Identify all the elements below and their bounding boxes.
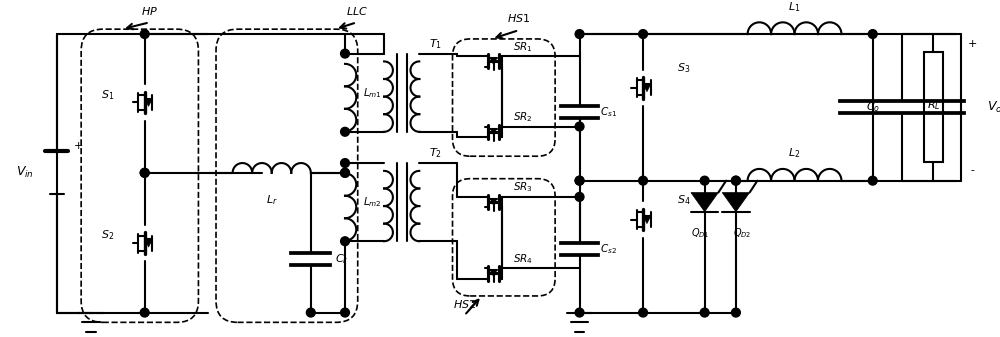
Circle shape [732, 176, 740, 185]
Text: $LLC$: $LLC$ [346, 5, 368, 17]
Polygon shape [490, 129, 497, 135]
Circle shape [140, 308, 149, 317]
Text: $T_1$: $T_1$ [429, 37, 442, 51]
Text: $L_1$: $L_1$ [788, 0, 801, 13]
Circle shape [868, 176, 877, 185]
Text: +: + [74, 142, 83, 151]
Polygon shape [643, 84, 651, 92]
Circle shape [575, 176, 584, 185]
Circle shape [341, 237, 349, 246]
Bar [924, 52, 943, 162]
Text: $C_{s1}$: $C_{s1}$ [600, 105, 617, 119]
Polygon shape [145, 99, 152, 106]
Text: $S_2$: $S_2$ [101, 228, 114, 242]
Circle shape [341, 168, 349, 177]
Text: $Q_{D1}$: $Q_{D1}$ [691, 226, 710, 240]
Text: $S_1$: $S_1$ [101, 88, 114, 101]
Text: $SR_3$: $SR_3$ [513, 181, 533, 194]
Text: $L_2$: $L_2$ [788, 146, 801, 160]
Circle shape [639, 308, 647, 317]
Circle shape [140, 168, 149, 177]
Circle shape [341, 168, 349, 177]
Circle shape [575, 122, 584, 131]
Text: $L_{m1}$: $L_{m1}$ [363, 86, 382, 100]
Circle shape [732, 176, 740, 185]
Circle shape [575, 308, 584, 317]
Text: $R_L$: $R_L$ [927, 98, 940, 112]
Circle shape [575, 192, 584, 201]
Circle shape [341, 49, 349, 58]
Polygon shape [490, 58, 497, 65]
Text: $L_r$: $L_r$ [266, 193, 278, 207]
Text: +: + [968, 39, 977, 49]
Text: $HP$: $HP$ [141, 5, 158, 17]
Circle shape [700, 176, 709, 185]
Polygon shape [722, 192, 750, 212]
Circle shape [639, 30, 647, 38]
Text: $S_4$: $S_4$ [677, 193, 691, 207]
Text: -: - [971, 166, 974, 176]
Text: $L_{m2}$: $L_{m2}$ [363, 195, 382, 209]
Text: $SR_1$: $SR_1$ [513, 40, 533, 54]
Text: $HS1$: $HS1$ [507, 12, 531, 24]
Circle shape [341, 308, 349, 317]
Polygon shape [691, 192, 718, 212]
Polygon shape [490, 270, 497, 277]
Text: $S_3$: $S_3$ [677, 61, 691, 75]
Circle shape [140, 30, 149, 38]
Circle shape [140, 168, 149, 177]
Text: $HS2$: $HS2$ [453, 298, 476, 310]
Polygon shape [145, 239, 152, 247]
Text: $T_2$: $T_2$ [429, 146, 442, 160]
Polygon shape [643, 216, 651, 224]
Circle shape [341, 159, 349, 167]
Circle shape [639, 176, 647, 185]
Text: $C_o$: $C_o$ [866, 100, 880, 114]
Text: $SR_4$: $SR_4$ [513, 252, 533, 266]
Circle shape [341, 127, 349, 136]
Text: $SR_2$: $SR_2$ [513, 110, 533, 124]
Text: $V_{in}$: $V_{in}$ [16, 165, 33, 180]
Circle shape [575, 30, 584, 38]
Circle shape [732, 308, 740, 317]
Circle shape [306, 308, 315, 317]
Polygon shape [490, 199, 497, 205]
Text: $C_r$: $C_r$ [335, 252, 349, 266]
Text: $Q_{D2}$: $Q_{D2}$ [733, 226, 751, 240]
Circle shape [868, 30, 877, 38]
Circle shape [575, 176, 584, 185]
Text: $C_{s2}$: $C_{s2}$ [600, 242, 617, 256]
Text: $V_o$: $V_o$ [987, 100, 1000, 115]
Circle shape [700, 308, 709, 317]
